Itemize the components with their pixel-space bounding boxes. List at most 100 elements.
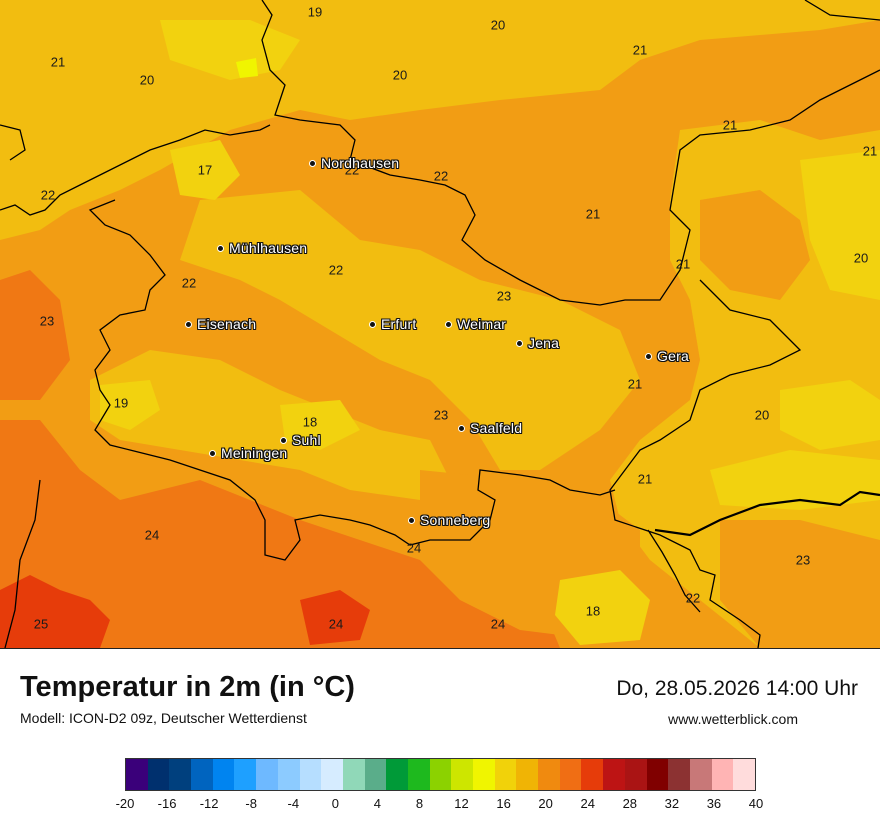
temp-value: 21 (675, 256, 691, 272)
field-21-east (610, 120, 880, 648)
field-22-east2 (700, 190, 810, 300)
temp-value: 20 (392, 67, 408, 83)
temp-value: 22 (433, 168, 449, 184)
city-saalfeld: Saalfeld (458, 420, 522, 436)
city-weimar: Weimar (445, 316, 506, 332)
temp-value: 22 (685, 590, 701, 606)
temp-value: 19 (113, 395, 129, 411)
temp-value: 24 (144, 527, 160, 543)
state-border (0, 0, 880, 648)
legend-tick-label: 36 (706, 796, 722, 811)
city-label: Erfurt (381, 316, 417, 332)
legend-tick-label: 4 (373, 796, 382, 811)
legend-tick-label: 40 (748, 796, 764, 811)
legend-swatch (559, 759, 582, 790)
temp-value: 24 (490, 616, 506, 632)
legend-swatch (581, 759, 604, 790)
temp-value: 21 (585, 206, 601, 222)
field-21-central (180, 190, 640, 470)
temp-value: 17 (197, 162, 213, 178)
temp-value: 21 (637, 471, 653, 487)
footer: Temperatur in 2m (in °C) Modell: ICON-D2… (0, 648, 880, 831)
legend-tick-label: 12 (454, 796, 469, 811)
legend-swatch (234, 759, 257, 790)
temp-value: 23 (39, 313, 55, 329)
legend-swatch (364, 759, 387, 790)
color-legend (125, 758, 756, 791)
legend-swatch (277, 759, 300, 790)
model-subtitle: Modell: ICON-D2 09z, Deutscher Wetterdie… (20, 710, 307, 726)
temp-value: 21 (50, 54, 66, 70)
temp-value: 20 (853, 250, 869, 266)
temp-value: 21 (722, 117, 738, 133)
temp-value: 24 (328, 616, 344, 632)
temp-value: 18 (302, 414, 318, 430)
legend-tick-label: 16 (496, 796, 511, 811)
legend-swatch (147, 759, 170, 790)
legend-swatch (689, 759, 712, 790)
legend-tick-label: 8 (415, 796, 424, 811)
legend-swatch (386, 759, 408, 790)
city-eisenach: Eisenach (185, 316, 256, 332)
temp-value: 25 (33, 616, 49, 632)
field-19-west (100, 380, 160, 430)
legend-tick-label: 20 (538, 796, 553, 811)
city-nordhausen: Nordhausen (309, 155, 399, 171)
website-link[interactable]: www.wetterblick.com (668, 711, 798, 727)
city-sonneberg: Sonneberg (408, 512, 490, 528)
field-20-north (160, 20, 300, 80)
temp-value: 22 (181, 275, 197, 291)
city-label: Eisenach (197, 316, 257, 332)
temp-value: 19 (307, 4, 323, 20)
legend-swatch (342, 759, 365, 790)
legend-swatch (646, 759, 669, 790)
city-marker (185, 320, 192, 328)
city-label: Gera (657, 348, 689, 364)
city-marker (217, 244, 224, 252)
city-marker (280, 436, 287, 444)
city-gera: Gera (645, 348, 689, 364)
legend-swatch (321, 759, 343, 790)
field-18-suhl (280, 400, 360, 450)
field-20-se (710, 450, 880, 510)
city-label: Weimar (457, 316, 507, 332)
field-16-yellow (236, 58, 258, 78)
temp-value: 24 (406, 540, 422, 556)
city-marker (445, 320, 452, 328)
field-25-s (300, 590, 370, 645)
legend-swatch (191, 759, 213, 790)
city-jena: Jena (516, 335, 559, 351)
city-marker (309, 159, 316, 167)
temp-value: 20 (490, 17, 506, 33)
legend-swatch (126, 759, 148, 790)
city-marker (458, 424, 465, 432)
legend-swatch (494, 759, 517, 790)
field-24-w (0, 270, 70, 400)
legend-swatch (169, 759, 192, 790)
temp-value: 23 (795, 552, 811, 568)
legend-tick-label: -16 (157, 796, 177, 811)
legend-swatch (212, 759, 235, 790)
temp-value: 21 (627, 376, 643, 392)
city-marker (369, 320, 376, 328)
field-20-east (800, 150, 880, 300)
legend-swatch (429, 759, 452, 790)
temp-value: 21 (632, 42, 648, 58)
temp-value: 21 (862, 143, 878, 159)
legend-swatch (668, 759, 690, 790)
legend-tick-label: -4 (287, 796, 300, 811)
legend-tick-label: 28 (622, 796, 638, 811)
city-marker (408, 516, 415, 524)
field-21-sw (90, 350, 450, 500)
map-title: Temperatur in 2m (in °C) (20, 671, 355, 703)
city-marker (209, 449, 216, 457)
southeast-border (654, 490, 880, 537)
temp-value: 20 (139, 72, 155, 88)
legend-swatch (451, 759, 473, 790)
city-label: Suhl (292, 432, 321, 448)
legend-swatch (711, 759, 734, 790)
temp-value: 23 (433, 407, 449, 423)
legend-swatch (299, 759, 322, 790)
temperature-map: 19 20 21 20 21 20 21 21 17 22 22 22 21 2… (0, 0, 880, 648)
legend-tick-label: 0 (331, 796, 339, 811)
